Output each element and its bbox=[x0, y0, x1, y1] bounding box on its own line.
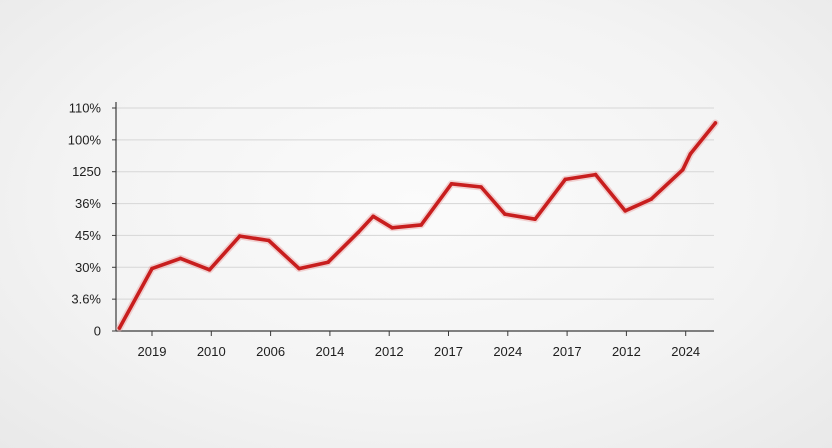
data-point bbox=[419, 223, 424, 227]
x-axis-ticks: 2019 2010 2006 2014 2012 2017 2024 2017 2012 2024 bbox=[138, 331, 700, 359]
x-tick-label: 2006 bbox=[256, 344, 285, 359]
x-tick-label: 2019 bbox=[138, 344, 167, 359]
data-point bbox=[680, 168, 685, 172]
data-point bbox=[623, 209, 628, 213]
data-point bbox=[178, 256, 183, 261]
y-tick-label: 100% bbox=[68, 132, 102, 147]
data-point bbox=[150, 266, 154, 271]
data-point bbox=[688, 152, 693, 156]
data-point bbox=[593, 172, 598, 177]
data-point bbox=[207, 268, 212, 272]
data-point bbox=[533, 217, 537, 221]
data-point bbox=[371, 214, 375, 219]
y-tick-label: 45% bbox=[75, 228, 101, 243]
data-point bbox=[356, 230, 361, 235]
y-tick-label: 36% bbox=[75, 196, 101, 211]
y-tick-label: 1250 bbox=[72, 164, 101, 179]
data-point bbox=[649, 197, 654, 201]
series-layer bbox=[115, 119, 719, 332]
y-axis-ticks: 0 3.6% 30% 45% 36% 1250 100% 110% bbox=[68, 101, 116, 339]
data-point bbox=[267, 238, 271, 243]
data-point bbox=[326, 260, 330, 264]
x-tick-label: 2024 bbox=[671, 344, 700, 359]
x-tick-label: 2017 bbox=[434, 344, 463, 359]
series-line bbox=[117, 121, 718, 330]
y-tick-label: 30% bbox=[75, 260, 101, 275]
x-tick-label: 2024 bbox=[493, 344, 522, 359]
x-tick-label: 2010 bbox=[197, 344, 226, 359]
x-tick-label: 2017 bbox=[553, 344, 582, 359]
y-tick-label: 3.6% bbox=[71, 292, 101, 307]
data-point bbox=[237, 234, 242, 238]
data-point bbox=[117, 326, 122, 330]
data-point bbox=[449, 182, 454, 186]
x-tick-label: 2012 bbox=[612, 344, 641, 359]
data-point bbox=[503, 212, 507, 216]
y-tick-label: 0 bbox=[94, 324, 101, 339]
x-tick-label: 2012 bbox=[375, 344, 404, 359]
axes bbox=[115, 102, 714, 332]
grid-lines bbox=[116, 107, 714, 300]
data-point bbox=[713, 121, 718, 125]
data-point bbox=[390, 225, 394, 230]
y-tick-label: 110% bbox=[69, 101, 102, 116]
data-point bbox=[479, 185, 483, 189]
x-tick-label: 2014 bbox=[315, 344, 344, 359]
data-point bbox=[563, 177, 568, 182]
data-point bbox=[297, 266, 301, 271]
